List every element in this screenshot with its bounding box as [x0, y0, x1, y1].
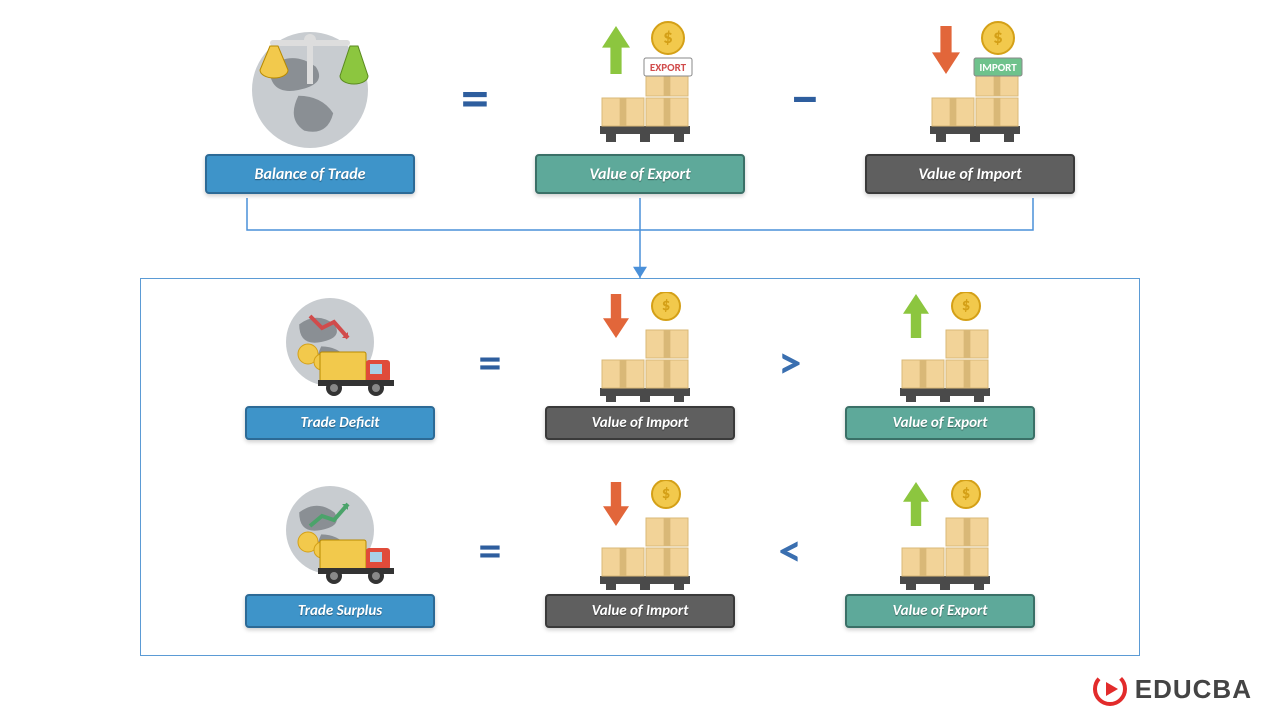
term-trade-surplus: Trade Surplus [245, 480, 435, 628]
label-value-of-import: Value of Import [865, 154, 1075, 194]
educba-logo: EDUCBA [1093, 672, 1252, 706]
svg-text:$: $ [962, 482, 971, 503]
operator-equals: = [445, 44, 505, 194]
boxes-import-icon: $ IMPORT [890, 20, 1050, 150]
operator-minus: − [775, 44, 835, 194]
term-value-of-import: $ Value of Import [545, 292, 735, 440]
term-value-of-import: $ Value of Import [545, 480, 735, 628]
boxes-up-icon: $ [860, 480, 1020, 590]
educba-logo-icon [1093, 672, 1127, 706]
formula-trade-surplus: Trade Surplus = $ Value of Import < $ Va… [170, 480, 1110, 628]
formula-balance-of-trade: Balance of Trade = $ EXPORT Value of Exp… [140, 20, 1140, 194]
label-value-of-export: Value of Export [845, 406, 1035, 440]
operator-equals: = [465, 508, 515, 628]
label-trade-surplus: Trade Surplus [245, 594, 435, 628]
svg-text:$: $ [662, 294, 671, 315]
term-value-of-import: $ IMPORT Value of Import [865, 20, 1075, 194]
svg-text:$: $ [962, 294, 971, 315]
boxes-down-icon: $ [560, 292, 720, 402]
svg-text:$: $ [662, 482, 671, 503]
label-value-of-export: Value of Export [845, 594, 1035, 628]
term-value-of-export: $ EXPORT Value of Export [535, 20, 745, 194]
boxes-down-icon: $ [560, 480, 720, 590]
term-value-of-export: $ Value of Export [845, 480, 1035, 628]
label-trade-deficit: Trade Deficit [245, 406, 435, 440]
term-balance-of-trade: Balance of Trade [205, 20, 415, 194]
truck-up-icon [260, 480, 420, 590]
svg-text:EXPORT: EXPORT [650, 61, 687, 74]
svg-text:IMPORT: IMPORT [979, 61, 1017, 74]
educba-logo-text: EDUCBA [1135, 674, 1252, 705]
svg-text:$: $ [993, 26, 1003, 49]
formula-trade-deficit: Trade Deficit = $ Value of Import > $ Va… [170, 292, 1110, 440]
term-trade-deficit: Trade Deficit [245, 292, 435, 440]
globe-scale-icon [230, 20, 390, 150]
operator-lt: < [765, 508, 815, 628]
operator-equals: = [465, 320, 515, 440]
boxes-up-icon: $ [860, 292, 1020, 402]
svg-text:$: $ [663, 26, 673, 49]
truck-down-icon [260, 292, 420, 402]
label-value-of-import: Value of Import [545, 594, 735, 628]
term-value-of-export: $ Value of Export [845, 292, 1035, 440]
label-value-of-export: Value of Export [535, 154, 745, 194]
label-value-of-import: Value of Import [545, 406, 735, 440]
label-balance-of-trade: Balance of Trade [205, 154, 415, 194]
operator-gt: > [765, 320, 815, 440]
boxes-export-icon: $ EXPORT [560, 20, 720, 150]
